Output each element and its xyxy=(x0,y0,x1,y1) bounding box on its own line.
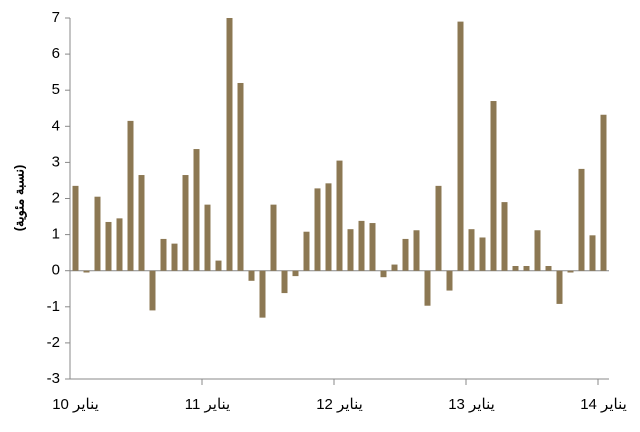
y-tick-label: 7 xyxy=(52,9,60,26)
x-tick-label: يناير 12 xyxy=(316,396,363,413)
bar xyxy=(556,270,563,304)
bar xyxy=(325,183,332,271)
x-tick-label: يناير 10 xyxy=(52,396,99,413)
bar xyxy=(534,230,541,271)
bar xyxy=(204,204,211,271)
bar xyxy=(567,270,574,273)
y-tick-label: -3 xyxy=(47,370,60,387)
bar xyxy=(391,264,398,271)
bar xyxy=(72,185,79,271)
bar xyxy=(248,270,255,281)
bar xyxy=(347,229,354,271)
bar xyxy=(413,230,420,271)
bar xyxy=(468,229,475,271)
bar xyxy=(171,243,178,271)
y-tick-label: 1 xyxy=(52,226,60,243)
bar xyxy=(193,149,200,271)
bar xyxy=(116,218,123,271)
bar xyxy=(182,175,189,271)
bar xyxy=(402,238,409,271)
bar xyxy=(314,188,321,271)
bar xyxy=(369,223,376,271)
bar xyxy=(545,266,552,271)
y-tick-label: 3 xyxy=(52,153,60,170)
bar xyxy=(490,101,497,271)
bar xyxy=(446,270,453,291)
y-tick-label: -2 xyxy=(47,334,60,351)
bar xyxy=(358,220,365,271)
bar xyxy=(512,266,519,271)
bar xyxy=(501,202,508,271)
bar xyxy=(435,185,442,271)
x-tick-label: يناير 13 xyxy=(448,396,495,413)
bar xyxy=(380,270,387,278)
bar xyxy=(226,18,233,271)
bar xyxy=(600,114,607,271)
bar xyxy=(127,120,134,271)
bar xyxy=(578,168,585,271)
bar xyxy=(215,260,222,271)
bar xyxy=(94,196,101,271)
bar xyxy=(303,231,310,271)
y-axis-label: (نسبة مئوية) xyxy=(11,165,27,232)
bar xyxy=(479,237,486,271)
y-tick-label: 5 xyxy=(52,81,60,98)
bar xyxy=(523,266,530,271)
y-tick-label: -1 xyxy=(47,298,60,315)
bar xyxy=(149,270,156,311)
bar xyxy=(589,235,596,271)
bar xyxy=(424,270,431,306)
x-tick-label: يناير 14 xyxy=(580,396,627,413)
y-tick-label: 2 xyxy=(52,189,60,206)
bar xyxy=(270,204,277,271)
bar xyxy=(336,160,343,271)
bar xyxy=(237,82,244,271)
bar xyxy=(138,175,145,271)
bar xyxy=(160,238,167,271)
bar xyxy=(259,270,266,318)
x-tick-label: يناير 11 xyxy=(185,396,230,413)
y-tick-label: 4 xyxy=(52,117,60,134)
bar xyxy=(281,270,288,294)
bar xyxy=(105,221,112,271)
y-tick-label: 0 xyxy=(52,262,60,279)
bar xyxy=(83,270,90,273)
bar xyxy=(292,270,299,277)
y-tick-label: 6 xyxy=(52,45,60,62)
bar xyxy=(457,21,464,271)
